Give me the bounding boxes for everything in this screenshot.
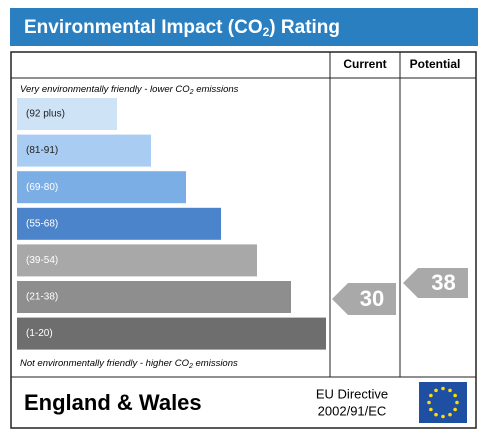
eu-star bbox=[429, 393, 433, 398]
band bbox=[17, 281, 291, 313]
eu-star bbox=[448, 412, 452, 417]
band-label: (55-68) bbox=[26, 218, 58, 229]
eu-star bbox=[441, 386, 445, 391]
band bbox=[17, 244, 257, 277]
band bbox=[17, 171, 186, 204]
bottom-note: Not environmentally friendly - higher CO… bbox=[20, 358, 238, 370]
band bbox=[17, 98, 117, 130]
rating-value: 38 bbox=[431, 270, 455, 295]
eu-star bbox=[448, 388, 452, 393]
band-label: (81-91) bbox=[26, 145, 58, 156]
eu-star bbox=[434, 388, 438, 393]
band-label: (1-20) bbox=[26, 328, 53, 339]
eu-star bbox=[453, 407, 457, 412]
band bbox=[17, 134, 151, 167]
eu-star bbox=[427, 400, 431, 405]
eu-star bbox=[455, 400, 459, 405]
rating-arrow bbox=[403, 268, 468, 298]
rating-arrow bbox=[332, 283, 396, 315]
region: England & Wales bbox=[24, 390, 202, 415]
column-header: Potential bbox=[410, 57, 461, 71]
eu-star bbox=[434, 412, 438, 417]
band bbox=[17, 207, 221, 240]
band-label: (92 plus) bbox=[26, 109, 65, 120]
directive: EU Directive bbox=[316, 386, 388, 401]
band-label: (21-38) bbox=[26, 292, 58, 303]
band-label: (69-80) bbox=[26, 182, 58, 193]
eu-stars bbox=[427, 386, 459, 419]
band-label: (39-54) bbox=[26, 255, 58, 266]
header-bar bbox=[10, 8, 478, 46]
column-header: Current bbox=[343, 57, 386, 71]
rating-value: 30 bbox=[360, 286, 384, 311]
frame bbox=[10, 51, 477, 429]
top-note: Very environmentally friendly - lower CO… bbox=[20, 84, 239, 96]
header-title: Environmental Impact (CO2) Rating bbox=[24, 17, 340, 39]
band bbox=[17, 317, 326, 350]
directive: 2002/91/EC bbox=[318, 403, 387, 418]
eu-star bbox=[429, 407, 433, 412]
eu-star bbox=[441, 414, 445, 419]
eu-star bbox=[453, 393, 457, 398]
